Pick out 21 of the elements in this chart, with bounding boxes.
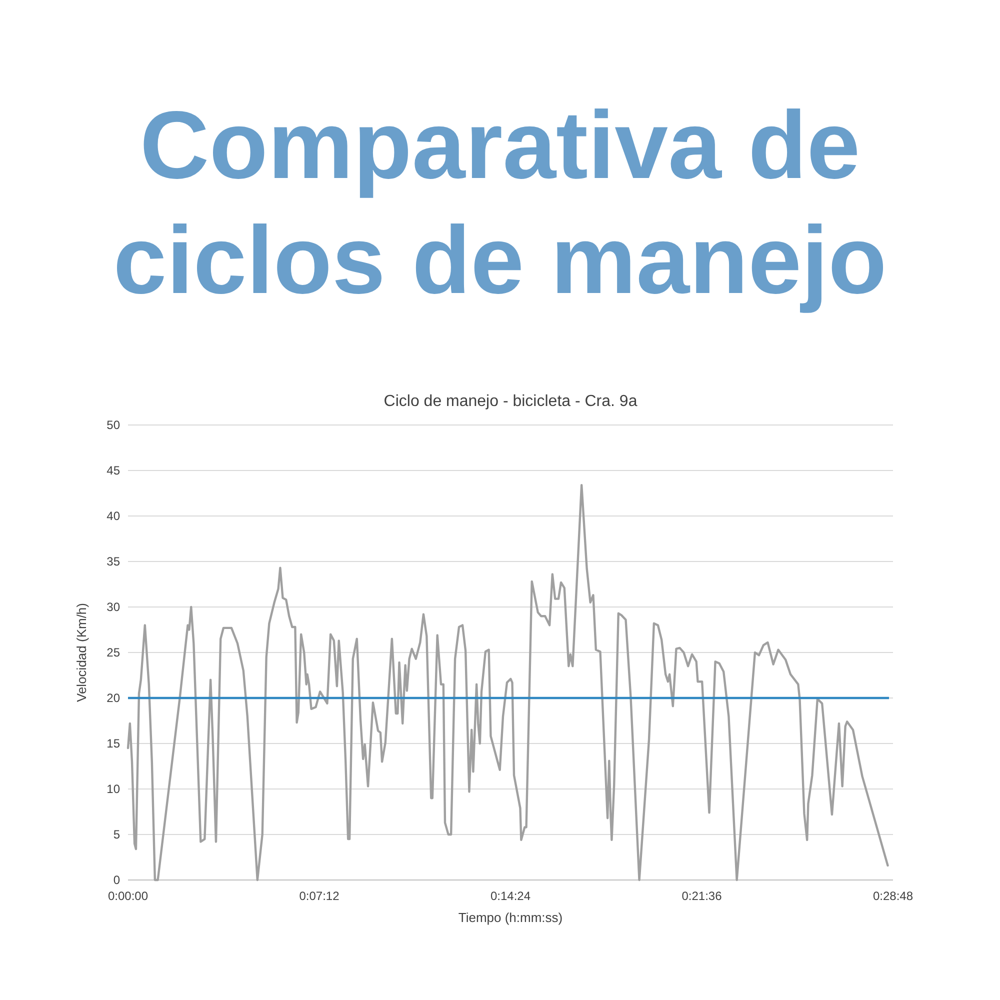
y-tick-label: 10 bbox=[106, 782, 120, 796]
x-axis-title: Tiempo (h:mm:ss) bbox=[458, 910, 563, 925]
y-tick-label: 0 bbox=[113, 873, 120, 887]
y-tick-label: 15 bbox=[106, 736, 120, 750]
y-tick-label: 50 bbox=[106, 418, 120, 432]
y-tick-label: 5 bbox=[113, 828, 120, 842]
x-tick-label: 0:14:24 bbox=[490, 889, 531, 903]
chart-title: Comparativa de ciclos de manejo bbox=[113, 92, 887, 314]
line-series bbox=[126, 484, 889, 882]
x-tick-label: 0:00:00 bbox=[108, 889, 148, 903]
x-tick-label: 0:21:36 bbox=[682, 889, 722, 903]
x-tick-label: 0:07:12 bbox=[299, 889, 340, 903]
y-tick-label: 20 bbox=[106, 691, 120, 705]
y-tick-label: 40 bbox=[106, 509, 120, 523]
y-axis-title: Velocidad (Km/h) bbox=[74, 603, 89, 702]
x-tick-label: 0:28:48 bbox=[872, 889, 914, 903]
y-tick-label: 45 bbox=[106, 464, 120, 478]
y-tick-label: 25 bbox=[106, 646, 120, 660]
chart-subtitle: Ciclo de manejo - bicicleta - Cra. 9a bbox=[384, 393, 638, 410]
y-tick-label: 30 bbox=[106, 600, 120, 614]
y-tick-label: 35 bbox=[106, 554, 120, 568]
